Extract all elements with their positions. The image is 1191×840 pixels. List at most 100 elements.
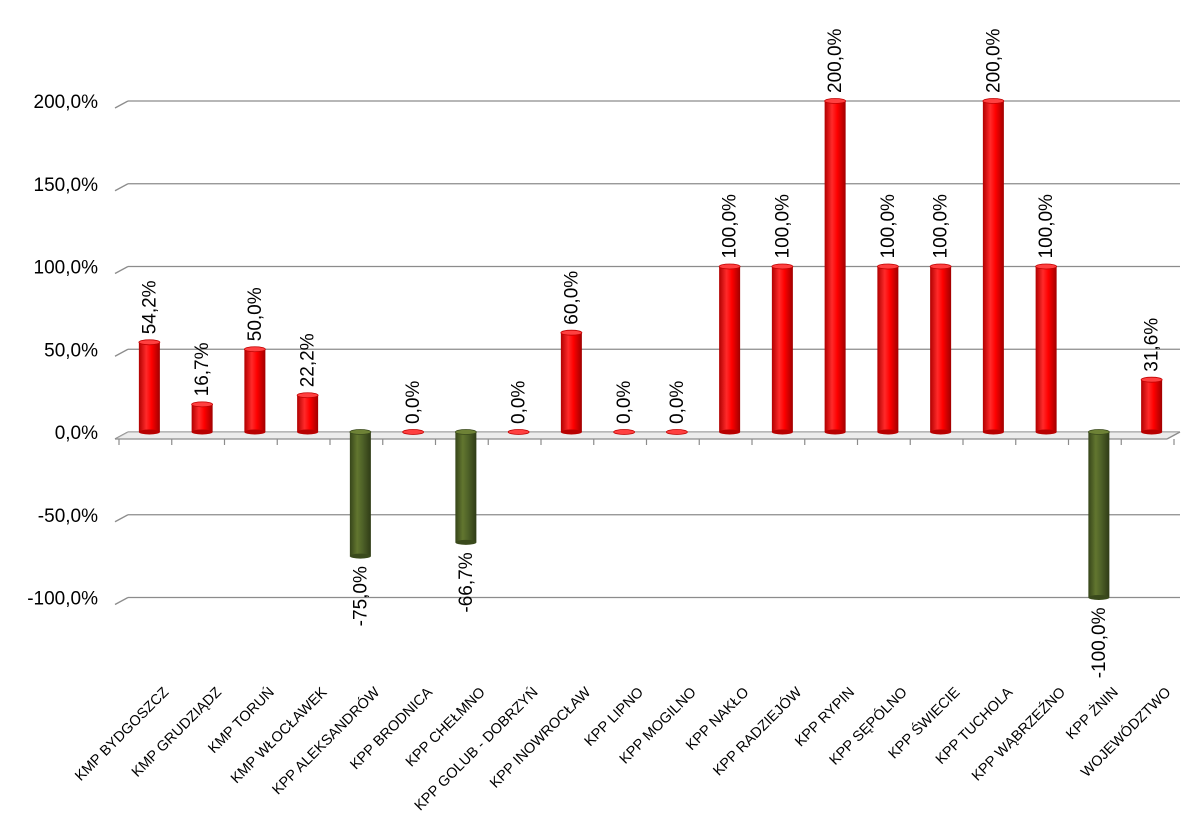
data-label: 16,7% xyxy=(192,342,213,396)
data-label: 0,0% xyxy=(614,381,635,424)
bar xyxy=(402,429,425,435)
bar-top xyxy=(771,263,794,270)
bar-body xyxy=(771,266,793,432)
data-label: 0,0% xyxy=(667,381,688,424)
bar-bottom xyxy=(719,429,741,435)
bar-top xyxy=(454,429,477,435)
bar-bottom xyxy=(771,429,793,435)
bar-bottom xyxy=(1088,595,1110,600)
y-tick-label: 200,0% xyxy=(34,92,99,113)
bar-bottom xyxy=(982,429,1004,435)
bar-top xyxy=(1087,429,1110,435)
y-tick-label: -50,0% xyxy=(38,506,98,527)
gridline-depth xyxy=(114,100,129,109)
y-axis-tick-labels: 200,0% 150,0% 100,0% 50,0% 0,0% -50,0% -100,0% xyxy=(27,92,98,610)
bar-body xyxy=(824,101,846,432)
bar-bottom xyxy=(138,429,160,435)
bar-bottom xyxy=(930,429,952,435)
bar xyxy=(824,98,847,435)
bar-body xyxy=(1088,432,1110,598)
bar-top xyxy=(824,98,847,104)
x-tick-label: KMP WŁOCŁAWEK xyxy=(228,684,331,787)
bar-body xyxy=(455,432,477,543)
x-axis-depth xyxy=(1166,431,1181,440)
bar xyxy=(1035,263,1058,435)
bar-body xyxy=(877,266,899,432)
x-tick-label: KMP BYDGOSZCZ xyxy=(72,684,172,784)
bar xyxy=(982,98,1005,435)
bar-bottom xyxy=(1035,429,1057,435)
data-label: 100,0% xyxy=(772,194,793,259)
y-tick-label: -100,0% xyxy=(27,589,98,610)
bar xyxy=(929,263,952,435)
bar-bottom xyxy=(877,429,899,435)
data-label: 100,0% xyxy=(931,194,952,259)
bar-top xyxy=(718,263,741,270)
data-label: 100,0% xyxy=(1036,194,1057,259)
bar xyxy=(560,329,583,435)
bar xyxy=(665,429,688,435)
bar xyxy=(454,429,477,545)
bar-body xyxy=(930,266,952,432)
gridline-depth xyxy=(114,348,129,357)
x-tick-label: KPP WĄBRZEŹNO xyxy=(968,684,1069,785)
bar xyxy=(243,346,266,435)
bar-top xyxy=(349,429,372,435)
y-tick-label: 0,0% xyxy=(55,423,98,444)
gridlines xyxy=(114,100,1181,606)
bar-top xyxy=(876,263,899,270)
x-tick-label: KPP ALEKSANDRÓW xyxy=(269,684,384,799)
data-label: 100,0% xyxy=(720,194,741,259)
gridline-depth xyxy=(114,183,129,192)
data-label: 54,2% xyxy=(139,280,160,334)
bar xyxy=(349,429,372,559)
bar-top xyxy=(982,98,1005,104)
bar-body xyxy=(1141,379,1163,432)
data-label: 60,0% xyxy=(561,271,582,325)
x-tick-label: WOJEWÓDZTWO xyxy=(1078,684,1175,781)
bar xyxy=(138,339,161,435)
bar xyxy=(1140,376,1163,435)
bar-bottom xyxy=(455,539,477,545)
data-label: -66,7% xyxy=(456,552,477,612)
x-tick-label: KPP RADZIEJÓW xyxy=(710,684,806,780)
bar-bottom xyxy=(297,429,319,435)
data-label: 100,0% xyxy=(878,194,899,259)
bar-body xyxy=(349,432,371,557)
data-label: 200,0% xyxy=(825,28,846,93)
bar-top xyxy=(296,392,319,399)
x-tick-label: KMP GRUDZIĄDZ xyxy=(129,684,225,780)
gridline-depth xyxy=(114,265,129,275)
bar-body xyxy=(138,342,160,432)
bar-top xyxy=(1035,263,1058,270)
y-tick-label: 50,0% xyxy=(44,340,98,361)
bar-top xyxy=(402,429,425,435)
y-tick-label: 100,0% xyxy=(34,258,99,279)
bar-top xyxy=(613,429,636,435)
data-label: 0,0% xyxy=(403,381,424,424)
bar-top xyxy=(507,429,530,435)
axis-floor xyxy=(115,432,1180,439)
bar-body xyxy=(1035,266,1057,432)
bar-body xyxy=(297,395,319,432)
bar xyxy=(613,429,636,435)
bar xyxy=(1087,429,1110,600)
data-label: 31,6% xyxy=(1142,318,1163,372)
bar xyxy=(876,263,899,435)
bars xyxy=(138,98,1163,600)
bar-body xyxy=(982,101,1004,432)
bar xyxy=(718,263,741,435)
gridline-depth xyxy=(114,514,129,523)
y-tick-label: 150,0% xyxy=(34,175,99,196)
bar-top xyxy=(665,429,688,435)
data-label: 50,0% xyxy=(245,287,266,341)
bar xyxy=(507,429,530,435)
bar-bottom xyxy=(1141,429,1163,435)
bar-bottom xyxy=(349,553,371,559)
bar-top xyxy=(929,263,952,270)
bar-top xyxy=(138,339,161,346)
bar-top xyxy=(243,346,266,353)
data-label: -75,0% xyxy=(350,566,371,626)
bar xyxy=(771,263,794,435)
